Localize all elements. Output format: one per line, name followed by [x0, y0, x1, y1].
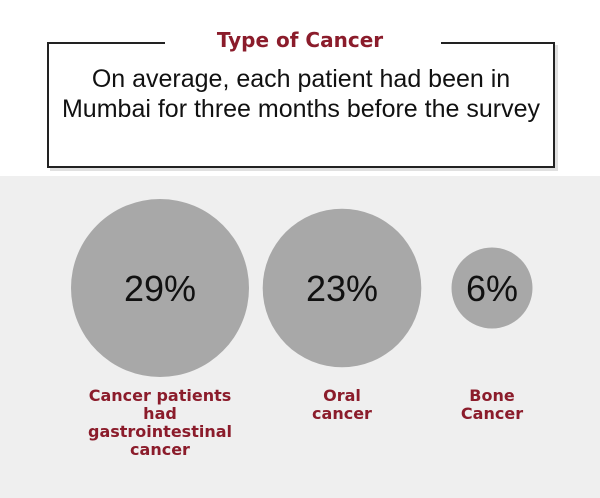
category-label-1-line-1: cancer	[312, 404, 372, 423]
category-label-0-line-0: Cancer patients	[89, 386, 232, 405]
info-card: On average, each patient had been in Mum…	[47, 42, 555, 168]
card-border-left	[49, 42, 165, 44]
survey-note: On average, each patient had been in Mum…	[61, 65, 540, 123]
category-label-2-line-0: Bone	[469, 386, 515, 405]
category-label-0-line-2: gastrointestinal	[88, 422, 232, 441]
chart-title: Type of Cancer	[216, 28, 384, 52]
bubble-chart: 29%Cancer patientshadgastrointestinalcan…	[71, 199, 533, 459]
category-label-0-line-3: cancer	[130, 440, 190, 459]
category-label-2-line-1: Cancer	[461, 404, 523, 423]
bubble-1	[262, 208, 422, 368]
category-label-0-line-1: had	[143, 404, 177, 423]
header-section: On average, each patient had been in Mum…	[0, 0, 600, 176]
value-label-2: 6%	[466, 268, 518, 309]
card-border-right	[441, 42, 553, 44]
value-label-0: 29%	[124, 268, 196, 309]
bubble-2	[451, 247, 533, 329]
value-label-1: 23%	[306, 268, 378, 309]
category-label-1-line-0: Oral	[323, 386, 361, 405]
bubble-0	[71, 199, 249, 377]
